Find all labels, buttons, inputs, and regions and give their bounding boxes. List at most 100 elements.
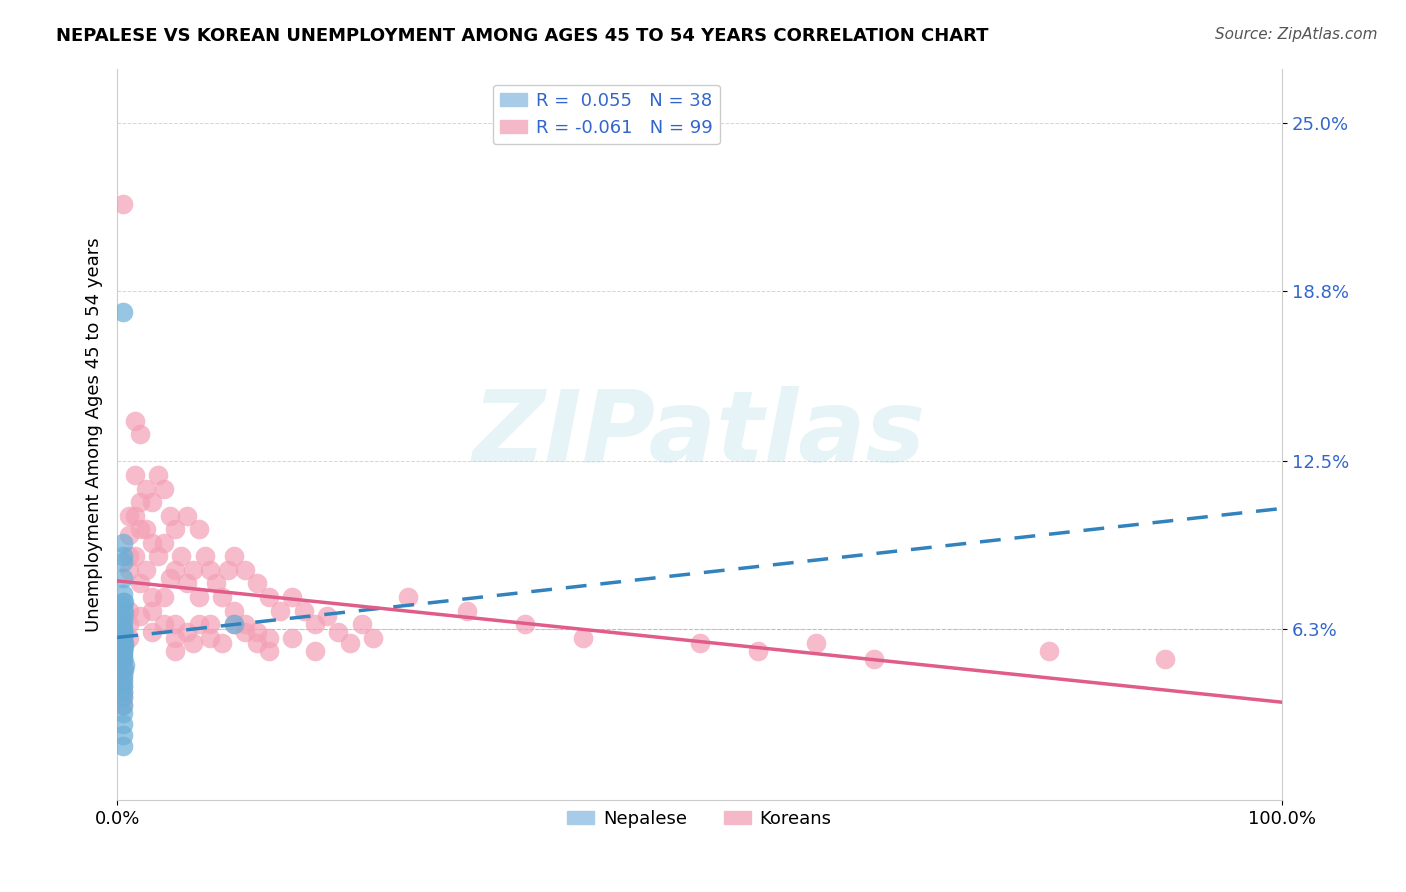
Point [111, 644, 134, 658]
Point [111, 647, 134, 661]
Point [747, 644, 769, 658]
Point [222, 617, 245, 632]
Point [200, 631, 222, 645]
Text: NEPALESE VS KOREAN UNEMPLOYMENT AMONG AGES 45 TO 54 YEARS CORRELATION CHART: NEPALESE VS KOREAN UNEMPLOYMENT AMONG AG… [56, 27, 988, 45]
Point [304, 617, 326, 632]
Point [112, 606, 135, 620]
Point [112, 663, 135, 677]
Point [146, 549, 169, 564]
Point [111, 652, 134, 666]
Point [233, 563, 256, 577]
Point [111, 197, 134, 211]
Point [124, 549, 146, 564]
Point [111, 571, 134, 585]
Point [1038, 644, 1060, 658]
Point [111, 680, 134, 694]
Point [111, 612, 134, 626]
Point [292, 603, 315, 617]
Point [111, 628, 134, 642]
Point [111, 690, 134, 705]
Point [363, 631, 385, 645]
Point [257, 631, 280, 645]
Point [257, 644, 280, 658]
Point [129, 609, 152, 624]
Point [176, 576, 198, 591]
Text: ZIPatlas: ZIPatlas [472, 386, 927, 483]
Point [269, 603, 291, 617]
Point [111, 690, 134, 705]
Point [111, 644, 134, 658]
Point [222, 617, 245, 632]
Point [176, 508, 198, 523]
Point [129, 427, 152, 442]
Point [111, 587, 134, 601]
Point [315, 609, 337, 624]
Point [165, 563, 187, 577]
Point [111, 595, 134, 609]
Point [233, 617, 256, 632]
Point [689, 636, 711, 650]
Point [114, 657, 136, 672]
Point [111, 652, 134, 666]
Point [111, 625, 134, 640]
Point [246, 576, 269, 591]
Point [141, 590, 163, 604]
Point [111, 625, 134, 640]
Point [181, 563, 204, 577]
Point [141, 535, 163, 549]
Point [152, 482, 174, 496]
Point [200, 563, 222, 577]
Point [176, 625, 198, 640]
Point [111, 555, 134, 569]
Point [165, 644, 187, 658]
Point [111, 600, 134, 615]
Point [111, 717, 134, 731]
Text: Source: ZipAtlas.com: Source: ZipAtlas.com [1215, 27, 1378, 42]
Point [211, 636, 233, 650]
Point [222, 549, 245, 564]
Point [111, 728, 134, 742]
Point [165, 617, 187, 632]
Point [111, 680, 134, 694]
Point [124, 508, 146, 523]
Point [111, 625, 134, 640]
Point [111, 685, 134, 699]
Legend: Nepalese, Koreans: Nepalese, Koreans [560, 803, 839, 835]
Point [246, 625, 269, 640]
Point [222, 603, 245, 617]
Point [118, 549, 141, 564]
Point [111, 549, 134, 564]
Point [328, 625, 350, 640]
Point [112, 636, 135, 650]
Point [187, 590, 209, 604]
Point [124, 414, 146, 428]
Point [339, 636, 361, 650]
Point [111, 739, 134, 753]
Point [111, 657, 134, 672]
Point [111, 685, 134, 699]
Point [152, 590, 174, 604]
Point [118, 603, 141, 617]
Y-axis label: Unemployment Among Ages 45 to 54 years: Unemployment Among Ages 45 to 54 years [86, 237, 103, 632]
Point [246, 636, 269, 650]
Point [193, 549, 215, 564]
Point [141, 625, 163, 640]
Point [111, 623, 134, 637]
Point [152, 617, 174, 632]
Point [111, 305, 134, 319]
Point [396, 590, 419, 604]
Point [111, 631, 134, 645]
Point [112, 639, 135, 653]
Point [118, 508, 141, 523]
Point [111, 535, 134, 549]
Point [111, 617, 134, 632]
Point [211, 590, 233, 604]
Point [141, 495, 163, 509]
Point [124, 468, 146, 483]
Point [111, 641, 134, 656]
Point [129, 522, 152, 536]
Point [152, 535, 174, 549]
Point [118, 527, 141, 541]
Point [187, 522, 209, 536]
Point [165, 631, 187, 645]
